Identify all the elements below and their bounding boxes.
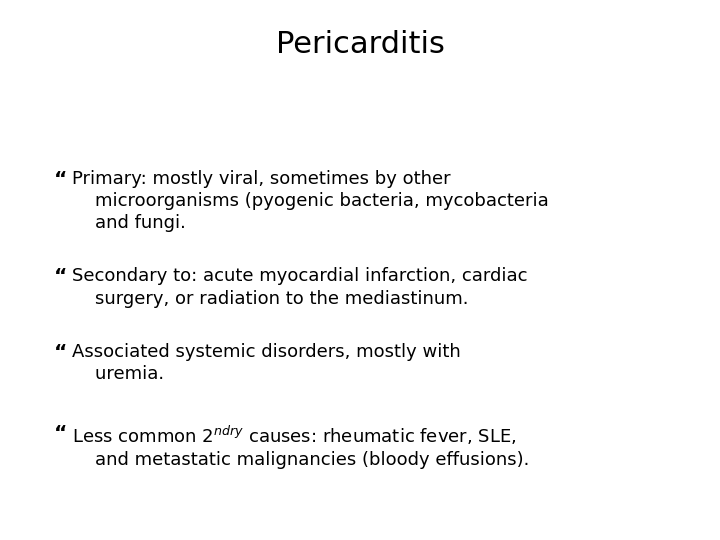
- Text: Primary: mostly viral, sometimes by other
    microorganisms (pyogenic bacteria,: Primary: mostly viral, sometimes by othe…: [72, 170, 549, 233]
- Text: Associated systemic disorders, mostly with
    uremia.: Associated systemic disorders, mostly wi…: [72, 343, 461, 383]
- Text: “: “: [54, 170, 68, 189]
- Text: Secondary to: acute myocardial infarction, cardiac
    surgery, or radiation to : Secondary to: acute myocardial infarctio…: [72, 267, 528, 307]
- Text: “: “: [54, 424, 68, 443]
- Text: Less common 2$^{ndry}$ causes: rheumatic fever, SLE,
    and metastatic malignan: Less common 2$^{ndry}$ causes: rheumatic…: [72, 424, 529, 469]
- Text: Pericarditis: Pericarditis: [276, 30, 444, 59]
- Text: “: “: [54, 267, 68, 286]
- Text: “: “: [54, 343, 68, 362]
